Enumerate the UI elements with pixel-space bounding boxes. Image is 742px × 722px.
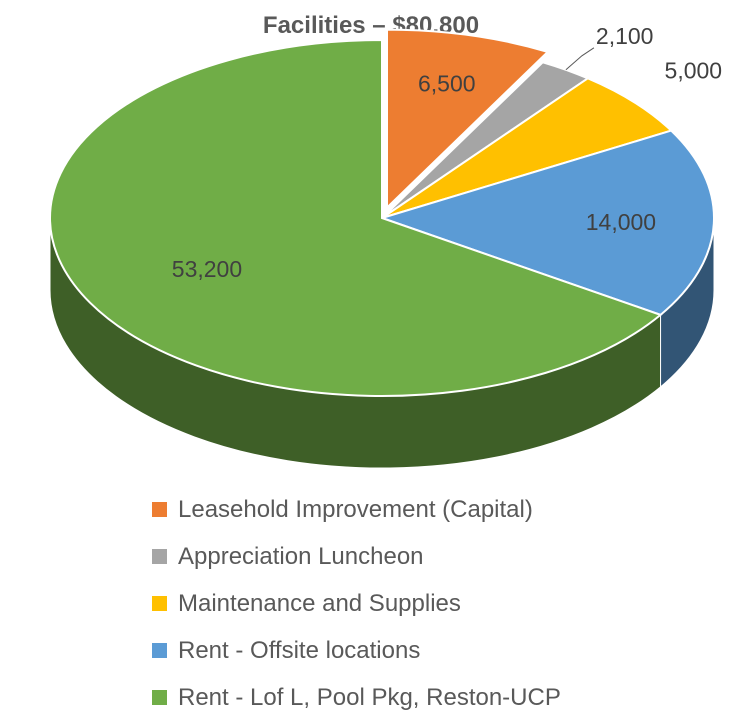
pie-slice-leasehold-improvement-capital (386, 28, 550, 210)
data-label-rent-lof-l-pool-pkg-reston-ucp: 53,200 (172, 256, 242, 282)
legend-label: Rent - Lof L, Pool Pkg, Reston-UCP (178, 683, 561, 711)
pie-slice-rent-offsite-locations (378, 129, 715, 316)
legend: Leasehold Improvement (Capital) Apprecia… (152, 486, 561, 721)
data-label-rent-offsite-locations: 14,000 (586, 209, 656, 235)
legend-item: Rent - Offsite locations (152, 627, 561, 674)
legend-item: Maintenance and Supplies (152, 580, 561, 627)
legend-item: Appreciation Luncheon (152, 533, 561, 580)
legend-swatch-appreciation (152, 549, 167, 564)
pie-slice-maintenance-and-supplies (381, 77, 674, 219)
legend-label: Rent - Offsite locations (178, 636, 421, 664)
legend-item: Rent - Lof L, Pool Pkg, Reston-UCP (152, 674, 561, 721)
legend-swatch-rent-lofl (152, 690, 167, 705)
legend-swatch-maintenance (152, 596, 167, 611)
leader-line-appreciation-luncheon (565, 47, 595, 71)
data-label-maintenance-and-supplies: 5,000 (665, 57, 723, 83)
legend-label: Appreciation Luncheon (178, 542, 424, 570)
data-label-leasehold-improvement-capital: 6,500 (418, 71, 476, 97)
legend-label: Maintenance and Supplies (178, 589, 461, 617)
data-label-appreciation-luncheon: 2,100 (596, 23, 654, 49)
legend-swatch-rent-offsite (152, 643, 167, 658)
legend-label: Leasehold Improvement (Capital) (178, 495, 533, 523)
pie-slice-rent-lof-l-pool-pkg-reston-ucp (49, 38, 663, 397)
legend-item: Leasehold Improvement (Capital) (152, 486, 561, 533)
legend-swatch-leasehold (152, 502, 167, 517)
